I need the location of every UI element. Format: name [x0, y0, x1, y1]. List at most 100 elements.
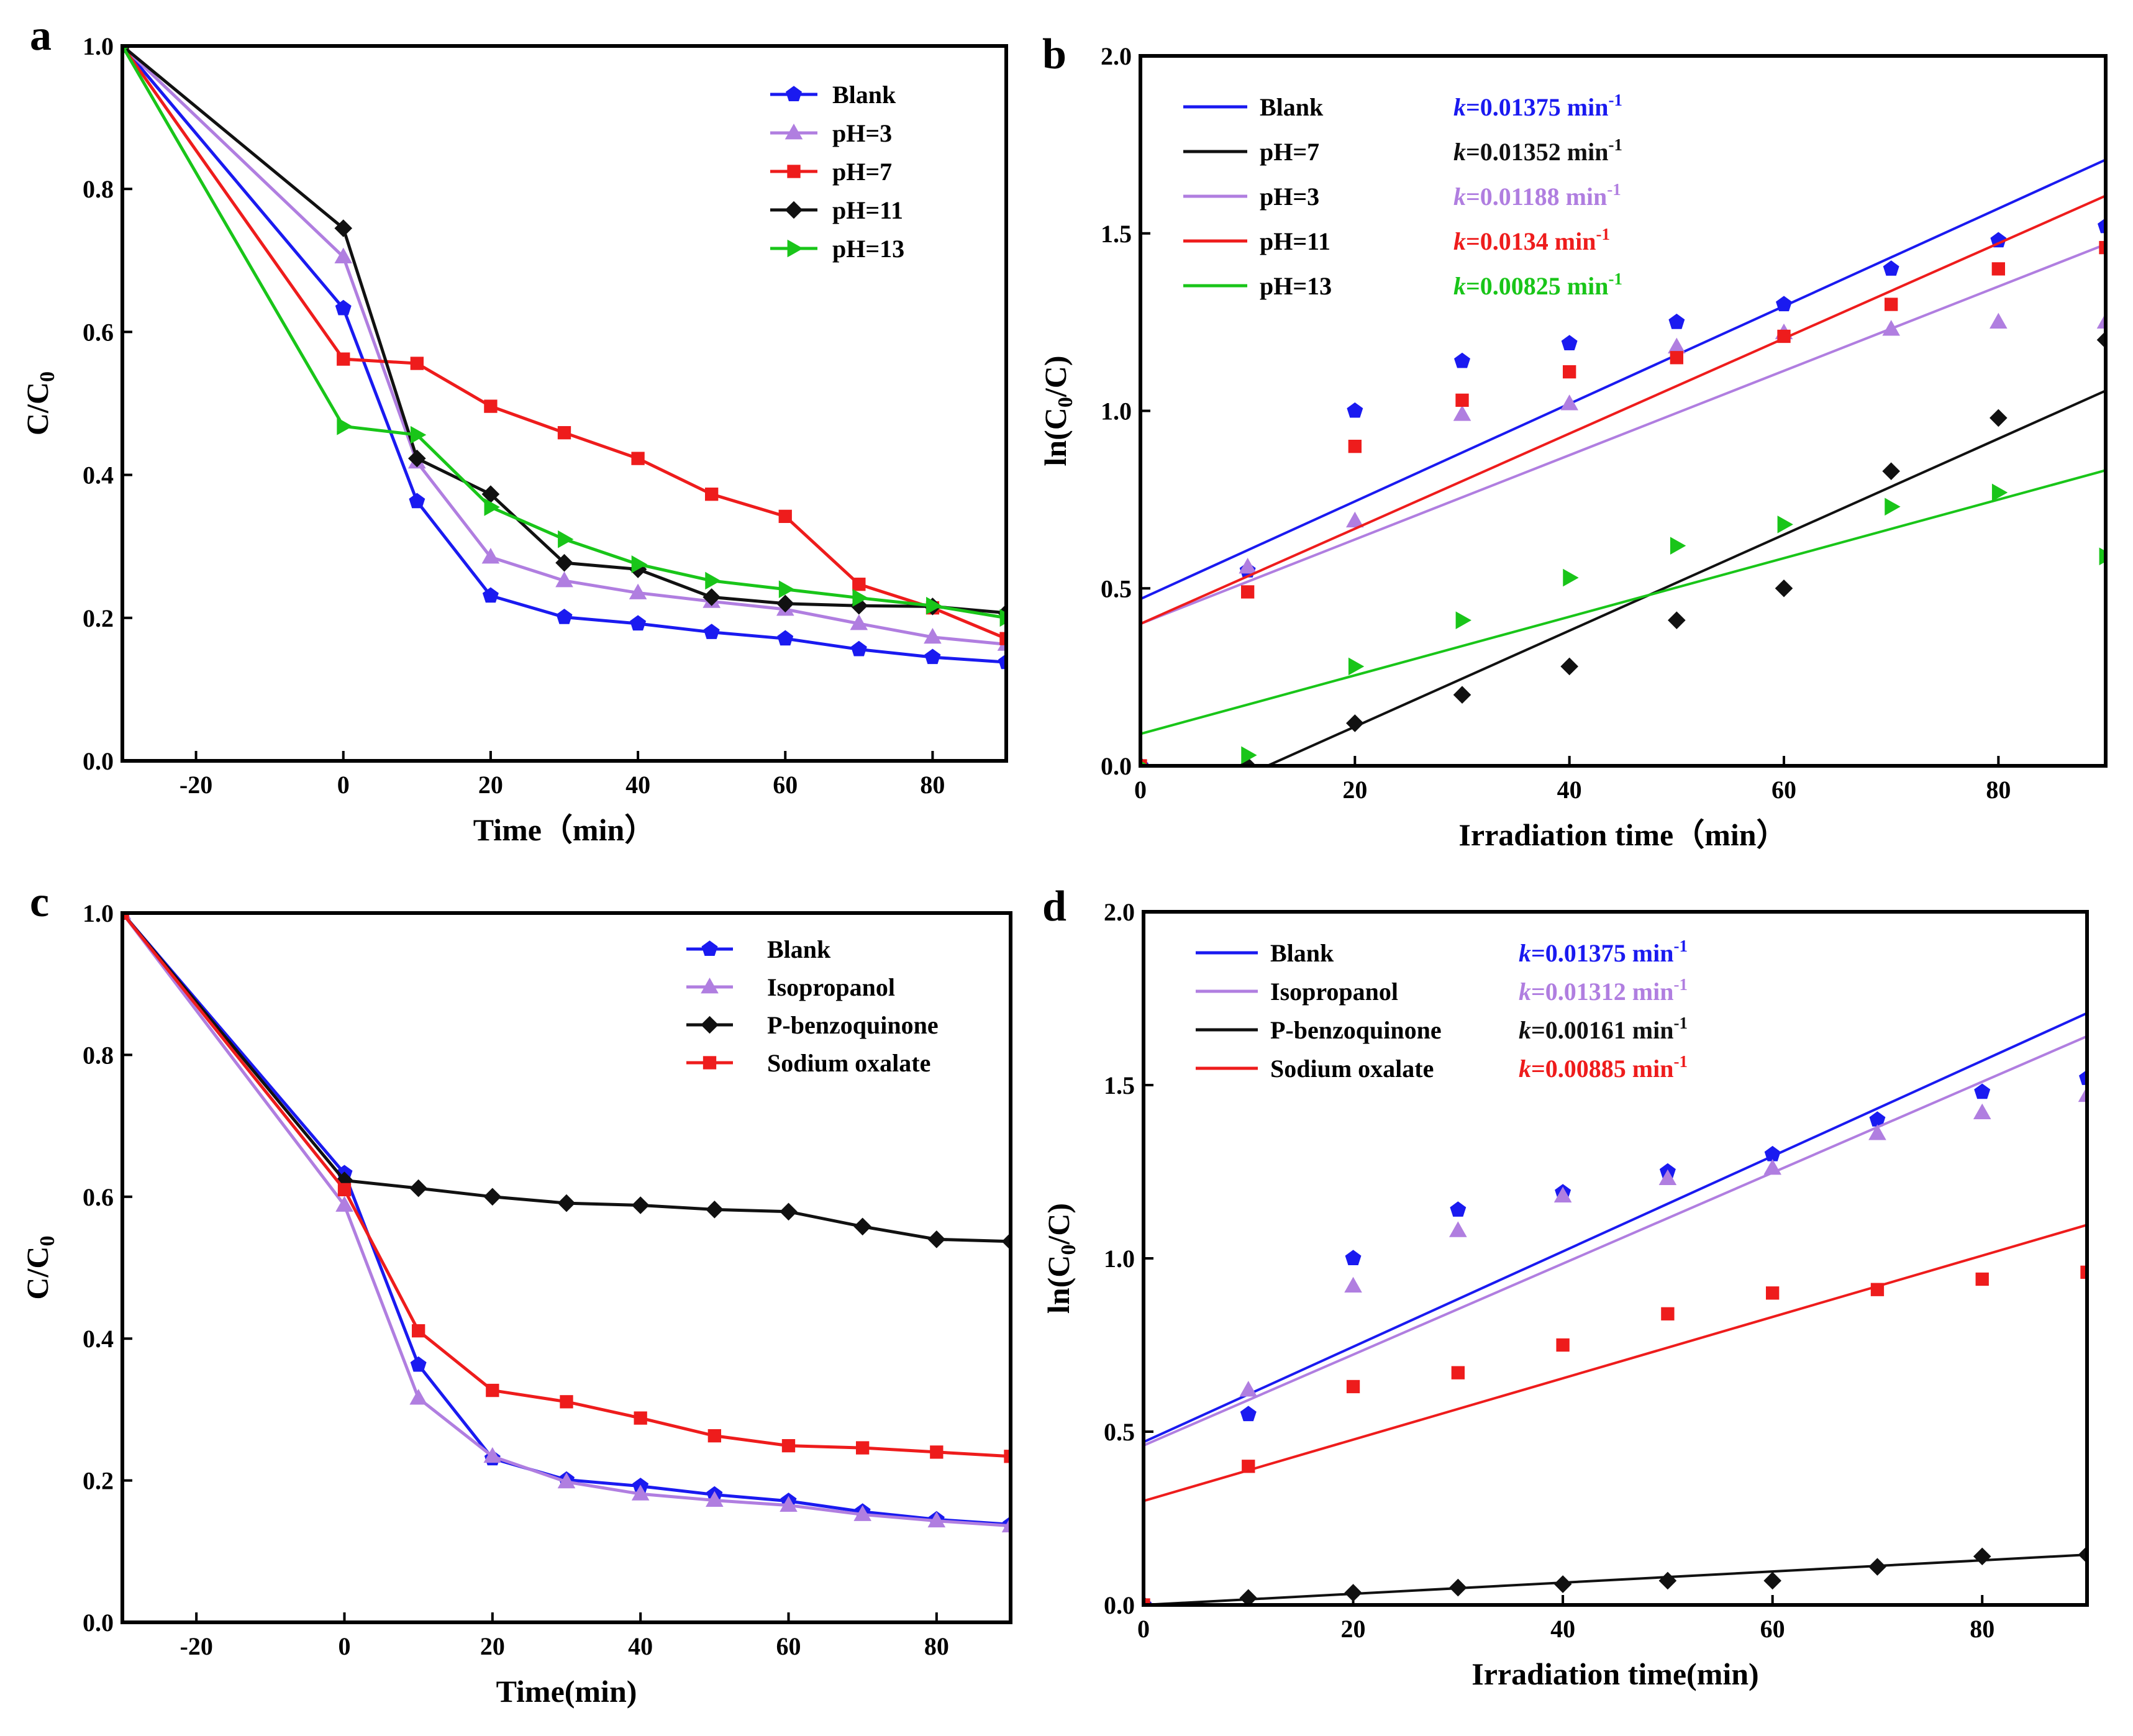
x-tick-label: 20 — [1341, 1615, 1366, 1643]
data-point — [1563, 365, 1576, 379]
data-point — [1563, 568, 1579, 587]
data-point — [927, 1230, 946, 1248]
data-point — [853, 1217, 871, 1236]
data-point — [555, 571, 573, 588]
panel-c: c -20 0 20 40 60 80 0.0 0.2 0.4 0.6 0.8 1.0 Time(min)… — [20, 878, 1012, 1709]
data-point — [122, 913, 129, 920]
fit-line — [1144, 1224, 2087, 1502]
y-tick-label: 0.8 — [83, 1041, 114, 1069]
legend-marker — [787, 239, 803, 258]
data-point — [1449, 1578, 1467, 1597]
data-point — [1974, 1083, 1991, 1099]
data-point — [1885, 498, 1901, 516]
data-point — [1347, 402, 1363, 418]
data-point — [1658, 1571, 1677, 1590]
x-tick-label: 60 — [773, 771, 798, 799]
panel-letter: d — [1042, 883, 1066, 930]
y-tick-label: 0.0 — [1101, 752, 1132, 780]
legend-label: Sodium oxalate — [1270, 1055, 1434, 1083]
data-point — [1777, 516, 1793, 534]
data-point — [850, 614, 868, 630]
series-line — [122, 913, 1011, 1528]
data-point — [1882, 320, 1900, 336]
data-point — [557, 1472, 576, 1489]
y-axis-title: ln(C0/C) — [1038, 355, 1077, 466]
plot-frame — [121, 911, 1012, 1624]
data-point — [780, 1496, 798, 1512]
series-Isopropanol — [1144, 1035, 2087, 1605]
x-axis-title: Time（min） — [473, 812, 656, 847]
y-axis-title: C/C0 — [20, 1235, 59, 1299]
data-point — [1973, 1103, 1991, 1120]
legend-marker — [786, 86, 802, 101]
x-axis-title: Time(min) — [496, 1674, 637, 1709]
data-point — [1241, 585, 1255, 599]
series-line — [122, 913, 1011, 1526]
data-point — [778, 509, 792, 524]
data-point — [852, 578, 866, 591]
series-pH=11 — [1140, 194, 2106, 766]
data-point — [1882, 462, 1900, 480]
legend-marker — [701, 1016, 719, 1034]
y-tick-label: 0.4 — [83, 461, 114, 489]
x-tick-label: 20 — [480, 1632, 505, 1660]
panel-b: b 0 20 40 60 80 0.0 0.5 1.0 1.5 2.0 Irradiation tim… — [1038, 30, 2108, 852]
data-point — [1346, 1379, 1360, 1394]
data-point — [410, 1356, 427, 1372]
legend-label: Isopropanol — [1270, 978, 1398, 1006]
data-point — [631, 555, 648, 573]
data-point — [409, 493, 425, 509]
data-point — [1451, 1366, 1465, 1379]
fit-line — [1264, 389, 2106, 766]
rate-constant-label: k=0.00825 min-1 — [1453, 270, 1622, 300]
legend-label: pH=3 — [832, 119, 892, 147]
y-tick-label: 0.6 — [83, 1183, 114, 1211]
rate-constant-label: k=0.00885 min-1 — [1519, 1052, 1688, 1083]
legend-label: pH=7 — [1260, 138, 1319, 166]
data-point — [1883, 260, 1899, 276]
data-point — [631, 1196, 650, 1214]
data-point — [482, 587, 499, 603]
series-Isopropanol — [122, 913, 1011, 1533]
data-point — [852, 589, 868, 607]
data-point — [780, 1202, 798, 1221]
data-point — [924, 648, 941, 665]
data-point — [1553, 1186, 1572, 1202]
data-point — [483, 1447, 502, 1463]
data-point — [481, 485, 500, 503]
data-point — [1975, 1272, 1989, 1286]
data-point — [334, 247, 353, 263]
y-tick-label: 0.2 — [83, 1467, 114, 1495]
y-tick-label: 1.0 — [1101, 398, 1132, 425]
data-point — [1239, 1589, 1258, 1605]
data-point — [337, 1183, 352, 1197]
x-tick-label: 40 — [1550, 1615, 1575, 1643]
x-tick-label: 40 — [628, 1632, 653, 1660]
rate-constant-label: k=0.01375 min-1 — [1519, 937, 1688, 967]
data-point — [930, 1445, 944, 1459]
plot-frame — [1139, 54, 2108, 768]
fit-line — [1140, 194, 2106, 625]
data-point — [1870, 1283, 1885, 1296]
data-point — [2078, 1545, 2087, 1564]
legend-label: pH=11 — [1260, 227, 1330, 255]
data-point — [629, 583, 647, 599]
data-point — [335, 299, 352, 316]
plot-frame — [121, 44, 1008, 763]
data-point — [706, 1201, 724, 1219]
y-tick-label: 0.0 — [83, 1609, 114, 1637]
data-point — [1001, 1232, 1011, 1251]
data-point — [1775, 579, 1793, 598]
data-point — [999, 632, 1006, 645]
data-point — [1346, 714, 1364, 732]
data-point — [557, 1194, 576, 1212]
data-point — [1348, 439, 1362, 453]
data-point — [2096, 330, 2106, 349]
x-tick-label: -20 — [180, 1632, 213, 1660]
y-tick-label: 0.8 — [83, 175, 114, 203]
data-point — [2096, 312, 2106, 329]
legend-marker — [703, 1056, 717, 1070]
data-point — [484, 498, 500, 516]
panel-letter: b — [1042, 30, 1066, 78]
data-point — [776, 594, 794, 613]
